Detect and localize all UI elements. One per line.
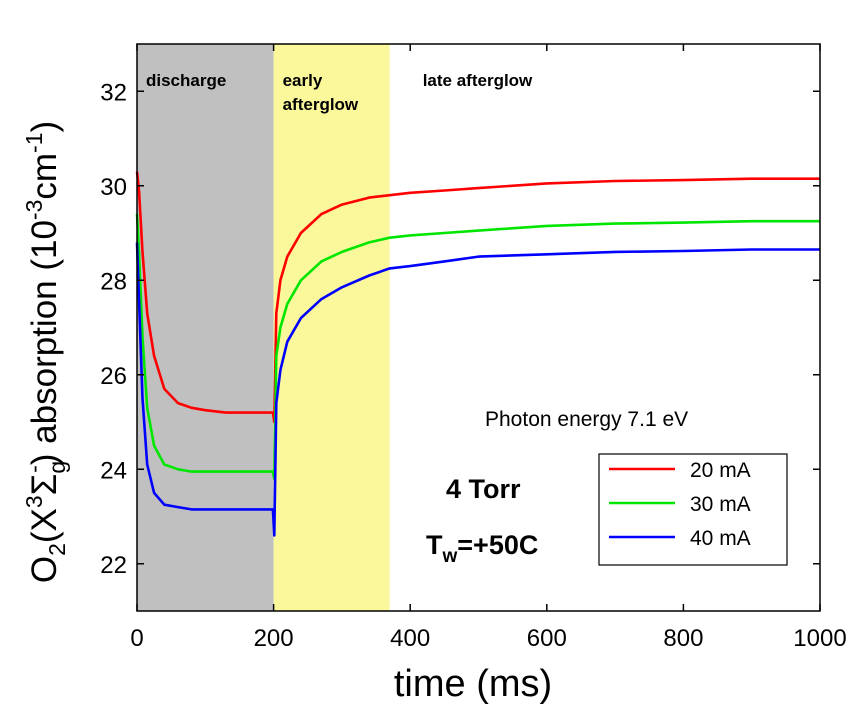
series-layer	[135, 171, 820, 537]
region-1	[273, 44, 390, 611]
x-tick-label: 0	[130, 625, 143, 652]
svg-text:O2(X3Σg-) absorption (10-3cm-1: O2(X3Σg-) absorption (10-3cm-1)	[21, 121, 70, 583]
pressure-label: 4 Torr	[446, 474, 521, 504]
legend-box	[598, 453, 788, 566]
y-axis-label: O2(X3Σg-) absorption (10-3cm-1)	[21, 121, 70, 583]
region-0	[137, 44, 274, 611]
plot-frame	[136, 43, 821, 612]
wall-temperature-label: Tw=+50C	[426, 530, 538, 567]
series-line-3	[135, 242, 820, 537]
series-line-1	[135, 171, 820, 424]
x-tick-label: 600	[527, 625, 567, 652]
region-label-1: early afterglow	[283, 71, 359, 114]
axis-ticks: 0 200 400 600 800 1000 22 24 26 28 30 32	[100, 44, 847, 652]
legend-label-3: 40 mA	[690, 527, 751, 550]
y-tick-label: 22	[100, 552, 127, 579]
legend: 20 mA 30 mA 40 mA	[598, 453, 788, 566]
x-tick-label: 1000	[793, 625, 846, 652]
legend-label-2: 30 mA	[690, 493, 751, 516]
photon-energy-label: Photon energy 7.1 eV	[485, 408, 688, 431]
x-tick-label: 200	[254, 625, 294, 652]
region-label-0: discharge	[146, 71, 226, 90]
x-tick-label: 400	[390, 625, 430, 652]
y-tick-label: 26	[100, 363, 127, 390]
x-axis-label: time (ms)	[394, 663, 552, 705]
series-line-2	[135, 214, 820, 481]
y-tick-label: 30	[100, 174, 127, 201]
y-tick-label: 28	[100, 268, 127, 295]
y-tick-label: 24	[100, 457, 127, 484]
x-tick-label: 800	[663, 625, 703, 652]
y-tick-label: 32	[100, 79, 127, 106]
legend-label-1: 20 mA	[690, 459, 751, 482]
region-label-2: late afterglow	[423, 71, 533, 90]
